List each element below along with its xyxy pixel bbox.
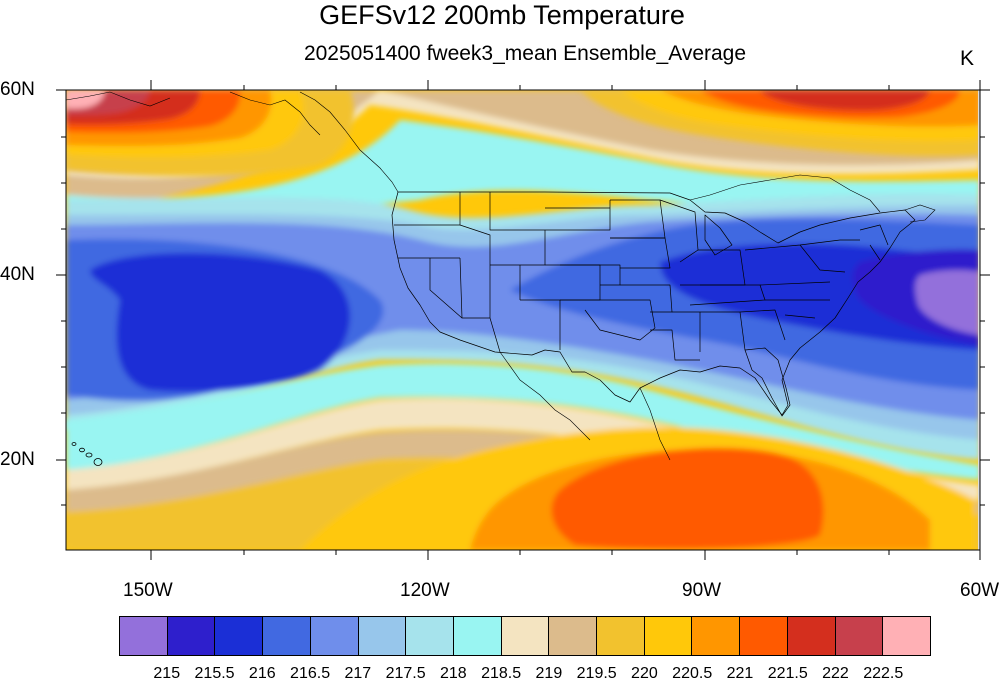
edge-grey: [978, 90, 980, 550]
state-pa-ny: [744, 239, 860, 273]
florida: [744, 347, 791, 417]
colorbar-swatch: [500, 616, 550, 656]
state-id: [459, 192, 491, 255]
colorbar-swatch: [214, 616, 264, 656]
state-mt: [489, 192, 545, 231]
colorbar-label: 219.5: [576, 665, 617, 682]
state-nd-sd: [545, 200, 611, 231]
colorbar-label: 220: [631, 665, 658, 682]
colorbar-swatch: [262, 616, 311, 656]
lon-label-90w: 90W: [682, 580, 722, 601]
colorbar: [119, 616, 931, 656]
colorbar-label: 215.5: [194, 665, 235, 682]
plot-frame: [65, 89, 981, 551]
colorbar-label: 220.5: [672, 665, 713, 682]
colorbar-label: 222: [822, 665, 849, 682]
bc-coast: [299, 91, 399, 193]
mexico-coast: [499, 351, 671, 461]
colorbar-swatch: [596, 616, 645, 656]
colorbar-swatch: [357, 616, 407, 656]
colorbar-swatch: [166, 616, 216, 656]
state-ne-ks: [560, 264, 621, 286]
colorbar-label: 219: [535, 665, 563, 682]
alaska-coast: [66, 91, 171, 107]
blob-east-purple: [915, 270, 980, 335]
coastlines: [66, 91, 936, 461]
state-sc: [784, 314, 816, 319]
colorbar-swatch: [643, 616, 693, 656]
colorbar-label: 221: [726, 665, 754, 682]
lat-label-60n: 60N: [0, 79, 35, 100]
colorbar-swatch: [405, 616, 454, 656]
colorbar-swatch: [548, 616, 598, 656]
state-ia-mo: [610, 237, 671, 269]
state-va-nc: [759, 281, 831, 301]
lat-ticks: [56, 89, 990, 506]
lat-label-40n: 40N: [0, 264, 35, 285]
map-subtitle: 2025051400 fweek3_mean Ensemble_Average: [303, 42, 747, 65]
band-south-tan: [66, 429, 980, 515]
state-ut-co: [489, 255, 521, 318]
band-south-beige: [66, 398, 980, 500]
state-la: [650, 329, 700, 361]
blob-west-blue: [90, 253, 350, 392]
state-mo-ar: [620, 284, 673, 313]
colorbar-label: 217.5: [385, 665, 426, 682]
colorbar-label: 221.5: [767, 665, 808, 682]
colorbar-label: 218.5: [481, 665, 522, 682]
blob-south-red-orange: [551, 447, 824, 549]
colorbar-label: 216.5: [290, 665, 331, 682]
colorbar-swatch: [786, 616, 836, 656]
band-north-beige: [66, 90, 980, 179]
state-ms-al-ga: [672, 309, 786, 352]
nova-scotia: [904, 204, 936, 223]
state-ca-nv: [429, 258, 463, 319]
colorbar-label: 216: [248, 665, 276, 682]
hudson-bay-east: [689, 174, 881, 213]
state-ok-tx: [560, 299, 656, 341]
colorbar-swatch: [739, 616, 788, 656]
lat-label-20n: 20N: [0, 449, 35, 470]
lon-ticks: [150, 80, 981, 560]
colorbar-swatch: [834, 616, 884, 656]
band-south-cyan: [66, 363, 980, 480]
colorbar-swatch: [691, 616, 741, 656]
band-north-cyan: [66, 120, 980, 215]
lon-label-150w: 150W: [123, 580, 173, 601]
us-outline: [391, 191, 916, 416]
colorbar-label: 217: [344, 665, 372, 682]
colorbar-swatch: [452, 616, 502, 656]
colorbar-label: 218: [439, 665, 467, 682]
colorbar-swatch: [882, 616, 931, 656]
lon-label-120w: 120W: [400, 580, 450, 601]
colorbar-label: 222.5: [863, 665, 904, 682]
units-label: K: [960, 47, 975, 70]
colorbar-swatch: [119, 616, 168, 656]
hawaii-islands: [71, 442, 103, 466]
blob-ne-red: [760, 90, 930, 111]
colorbar-swatch: [309, 616, 359, 656]
contour-field: [66, 90, 980, 550]
colorbar-label: 215: [153, 665, 181, 682]
map-title: GEFSv12 200mb Temperature: [319, 0, 685, 30]
state-ky-tn: [680, 284, 766, 306]
state-ne-states: [859, 224, 889, 261]
us-boundaries: [391, 191, 916, 417]
state-nv-ut: [459, 257, 490, 319]
state-wi-il: [659, 199, 699, 263]
alaska-panhandle: [229, 91, 321, 136]
lon-label-60w: 60W: [960, 580, 1000, 601]
